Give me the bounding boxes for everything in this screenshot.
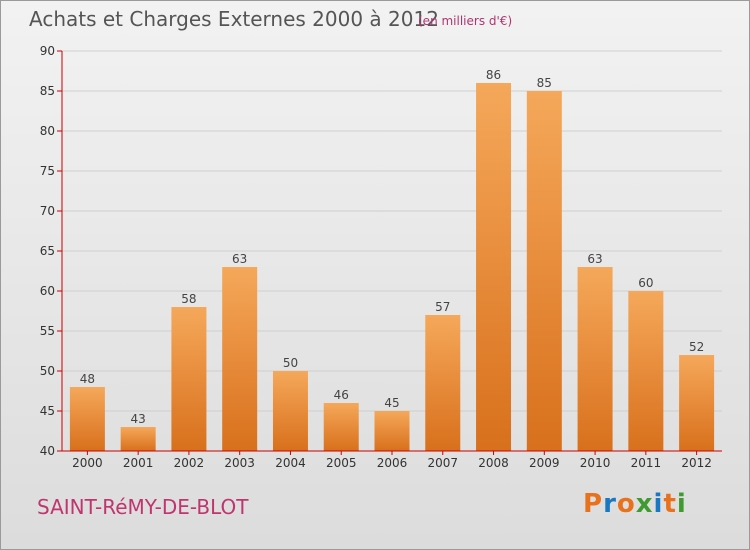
x-tick-label: 2008 (478, 456, 509, 470)
bar-2008 (476, 83, 512, 451)
value-label: 50 (283, 356, 298, 370)
x-tick-label: 2006 (377, 456, 408, 470)
logo-letter: x (635, 489, 654, 519)
y-tick-label: 45 (40, 404, 55, 418)
bars: 48 43 58 63 50 46 45 57 86 85 63 60 52 (69, 68, 715, 451)
x-tick-label: 2000 (72, 456, 103, 470)
chart-unit-label: (en milliers d'€) (418, 14, 513, 28)
bar-2004 (272, 371, 308, 451)
value-label: 46 (334, 388, 349, 402)
x-tick-label: 2012 (681, 456, 712, 470)
y-tick-label: 55 (40, 324, 55, 338)
value-label: 45 (384, 396, 399, 410)
x-tick-label: 2005 (326, 456, 357, 470)
y-tick-label: 40 (40, 444, 55, 458)
logo-letter: r (603, 489, 617, 519)
value-label: 63 (232, 252, 247, 266)
bar-2002 (171, 307, 207, 451)
x-tick-label: 2001 (123, 456, 154, 470)
value-label: 85 (537, 76, 552, 90)
y-tick-label: 75 (40, 164, 55, 178)
bar-2010 (577, 267, 613, 451)
bar-2005 (323, 403, 359, 451)
bar-2001 (120, 427, 156, 451)
value-label: 43 (131, 412, 146, 426)
bar-2007 (425, 315, 461, 451)
logo-letter: o (616, 489, 636, 519)
y-tick-label: 85 (40, 84, 55, 98)
bar-2006 (374, 411, 410, 451)
value-label: 57 (435, 300, 450, 314)
y-tick-label: 50 (40, 364, 55, 378)
axes: 40 45 50 55 60 65 70 75 80 85 90 2000 2001 2002 2003 20… (40, 44, 722, 470)
bar-2011 (628, 291, 664, 451)
x-tick-label: 2003 (224, 456, 255, 470)
logo-letter: t (663, 489, 677, 519)
x-tick-label: 2011 (631, 456, 662, 470)
value-label: 63 (587, 252, 602, 266)
bar-2009 (526, 91, 562, 451)
logo-letter: i (676, 489, 687, 519)
y-tick-label: 80 (40, 124, 55, 138)
y-tick-label: 65 (40, 244, 55, 258)
value-label: 60 (638, 276, 653, 290)
value-label: 86 (486, 68, 501, 82)
value-label: 48 (80, 372, 95, 386)
x-tick-label: 2007 (427, 456, 458, 470)
y-tick-label: 70 (40, 204, 55, 218)
logo-letter: P (583, 489, 604, 519)
x-tick-label: 2009 (529, 456, 560, 470)
x-tick-label: 2004 (275, 456, 306, 470)
chart-title: Achats et Charges Externes 2000 à 2012 (29, 7, 439, 31)
value-label: 58 (181, 292, 196, 306)
y-tick-label: 60 (40, 284, 55, 298)
commune-name: SAINT-RéMY-DE-BLOT (37, 495, 249, 519)
proxiti-logo: Proxiti (583, 489, 687, 519)
gridlines (62, 50, 722, 412)
x-tick-label: 2002 (174, 456, 205, 470)
y-tick-label: 90 (40, 44, 55, 58)
bar-2000 (69, 387, 105, 451)
value-label: 52 (689, 340, 704, 354)
bar-2012 (679, 355, 715, 451)
bar-2003 (222, 267, 258, 451)
x-tick-label: 2010 (580, 456, 611, 470)
logo-letter: i (653, 489, 664, 519)
